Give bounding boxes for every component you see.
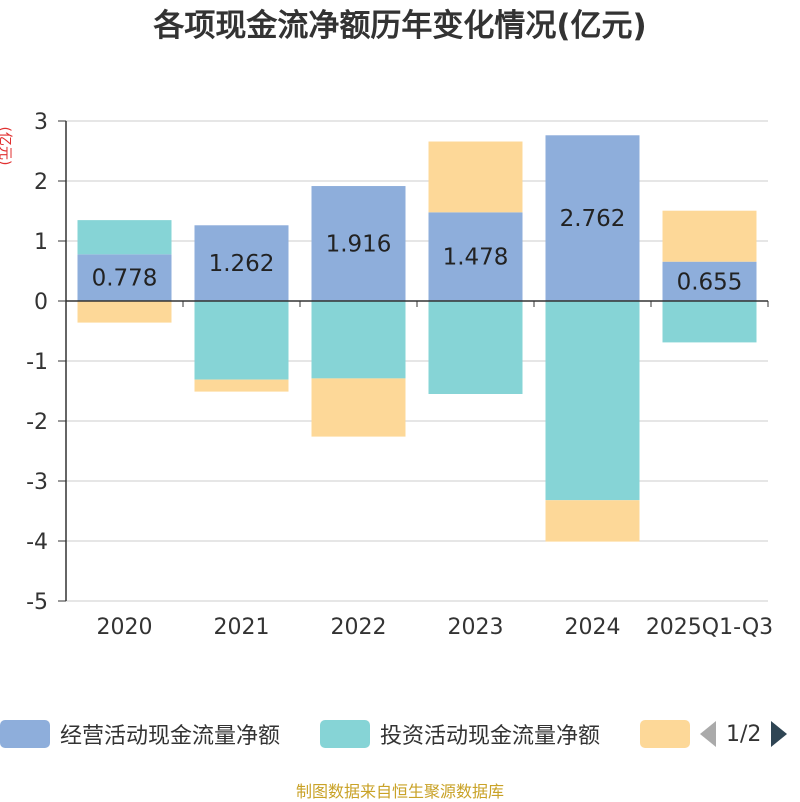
legend-swatch-operating [0, 720, 50, 748]
bar-investing [545, 301, 640, 501]
legend: 经营活动现金流量净额 投资活动现金流量净额 1/2 [0, 714, 800, 758]
legend-item-financing[interactable] [640, 714, 690, 754]
legend-page-indicator: 1/2 [726, 721, 762, 747]
bar-financing [77, 301, 172, 323]
y-tick-label: 2 [34, 170, 48, 195]
y-tick-label: -2 [26, 410, 48, 435]
data-label: 1.262 [209, 251, 275, 277]
data-label: 1.916 [326, 232, 392, 258]
chart-plot: 3 2 1 0 -1 -2 -3 -4 -5 0.778 2020 1.262 2021 1.916 202… [26, 110, 773, 640]
bar-financing [545, 500, 640, 542]
bar-investing [194, 301, 289, 380]
legend-item-investing[interactable]: 投资活动现金流量净额 [320, 714, 600, 754]
chart-title: 各项现金流净额历年变化情况(亿元) [153, 8, 647, 44]
bar-financing [311, 378, 406, 437]
x-tick-label: 2024 [565, 615, 621, 640]
legend-label-investing: 投资活动现金流量净额 [380, 724, 601, 749]
data-label: 0.655 [677, 269, 743, 295]
x-tick-label: 2020 [97, 615, 153, 640]
y-tick-label: -1 [26, 350, 48, 375]
bar-operating [545, 135, 640, 301]
bar-operating [77, 254, 172, 301]
bar-financing [194, 379, 289, 392]
legend-prev-icon[interactable] [698, 719, 718, 749]
legend-label-operating: 经营活动现金流量净额 [60, 724, 281, 749]
y-tick-label: 3 [34, 110, 48, 135]
bar-operating [194, 225, 289, 301]
data-label: 1.478 [443, 245, 509, 271]
x-tick-label: 2022 [331, 615, 387, 640]
x-tick-label: 2025Q1-Q3 [646, 615, 773, 640]
x-tick-label: 2023 [448, 615, 504, 640]
bar-operating [662, 261, 757, 301]
y-tick-label: -4 [26, 530, 48, 555]
source-footer: 制图数据来自恒生聚源数据库 [295, 782, 504, 801]
data-label: 0.778 [92, 266, 158, 292]
data-label: 2.762 [560, 206, 626, 232]
y-tick-label: 1 [34, 230, 48, 255]
y-tick-label: -3 [26, 470, 48, 495]
bar-financing [662, 210, 757, 262]
bar-investing [428, 301, 523, 394]
legend-pager: 1/2 [698, 714, 789, 754]
bar-operating [311, 186, 406, 301]
bar-operating [428, 212, 523, 301]
bar-investing [311, 301, 406, 379]
y-tick-label: -5 [26, 590, 48, 615]
bar-investing [77, 220, 172, 255]
y-tick-label: 0 [34, 290, 48, 315]
legend-next-icon[interactable] [769, 719, 789, 749]
x-tick-label: 2021 [214, 615, 270, 640]
legend-swatch-financing [640, 720, 690, 748]
legend-swatch-investing [320, 720, 370, 748]
bar-financing [428, 141, 523, 213]
legend-item-operating[interactable]: 经营活动现金流量净额 [0, 714, 280, 754]
bar-investing [662, 301, 757, 343]
